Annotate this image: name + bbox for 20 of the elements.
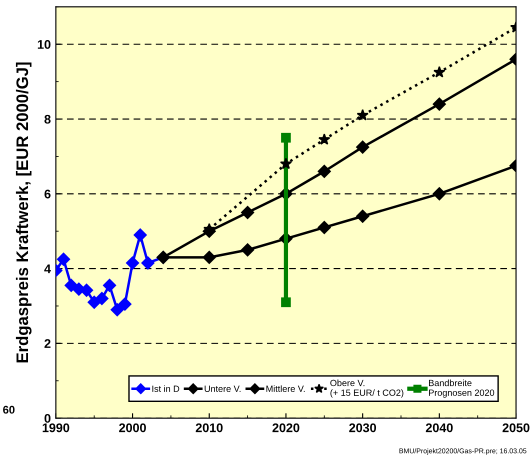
x-tick-label: 2040 (426, 423, 453, 432)
legend-label: Bandbreite Prognosen 2020 (429, 380, 494, 398)
x-tick-label: 2050 (502, 423, 530, 432)
text: 60 (3, 406, 15, 414)
x-tick-label: 2010 (196, 423, 223, 432)
legend-label: Obere V. (+ 15 EUR/ t CO2) (330, 380, 404, 398)
y-tick-label: 4 (44, 264, 51, 274)
y-axis-title: Erdgaspreis Kraftwerk, [EUR 2000/GJ] (16, 62, 32, 362)
legend-label: Untere V. (204, 386, 241, 392)
y-tick-label: 2 (44, 339, 50, 348)
y-tick-label: 10 (38, 40, 50, 49)
y-tick-label: 0 (44, 414, 50, 423)
legend-label: Ist in D (152, 385, 180, 392)
x-tick-label: 1990 (42, 423, 70, 432)
x-tick-label: 2020 (272, 423, 300, 432)
x-tick-label: 2000 (119, 423, 146, 432)
y-tick-label: 6 (44, 190, 51, 198)
legend-label: Mittlere V. (266, 385, 305, 392)
y-tick-label: 8 (44, 114, 51, 124)
x-tick-label: 2030 (349, 423, 376, 432)
